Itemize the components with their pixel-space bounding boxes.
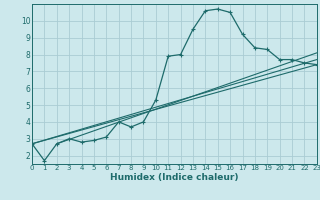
X-axis label: Humidex (Indice chaleur): Humidex (Indice chaleur) — [110, 173, 239, 182]
